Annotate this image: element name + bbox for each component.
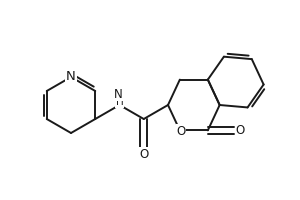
Text: N: N [114, 88, 123, 100]
Text: O: O [139, 148, 148, 160]
Text: O: O [176, 125, 185, 138]
Text: H: H [116, 97, 123, 107]
Text: N: N [66, 70, 76, 82]
Text: O: O [236, 124, 245, 137]
